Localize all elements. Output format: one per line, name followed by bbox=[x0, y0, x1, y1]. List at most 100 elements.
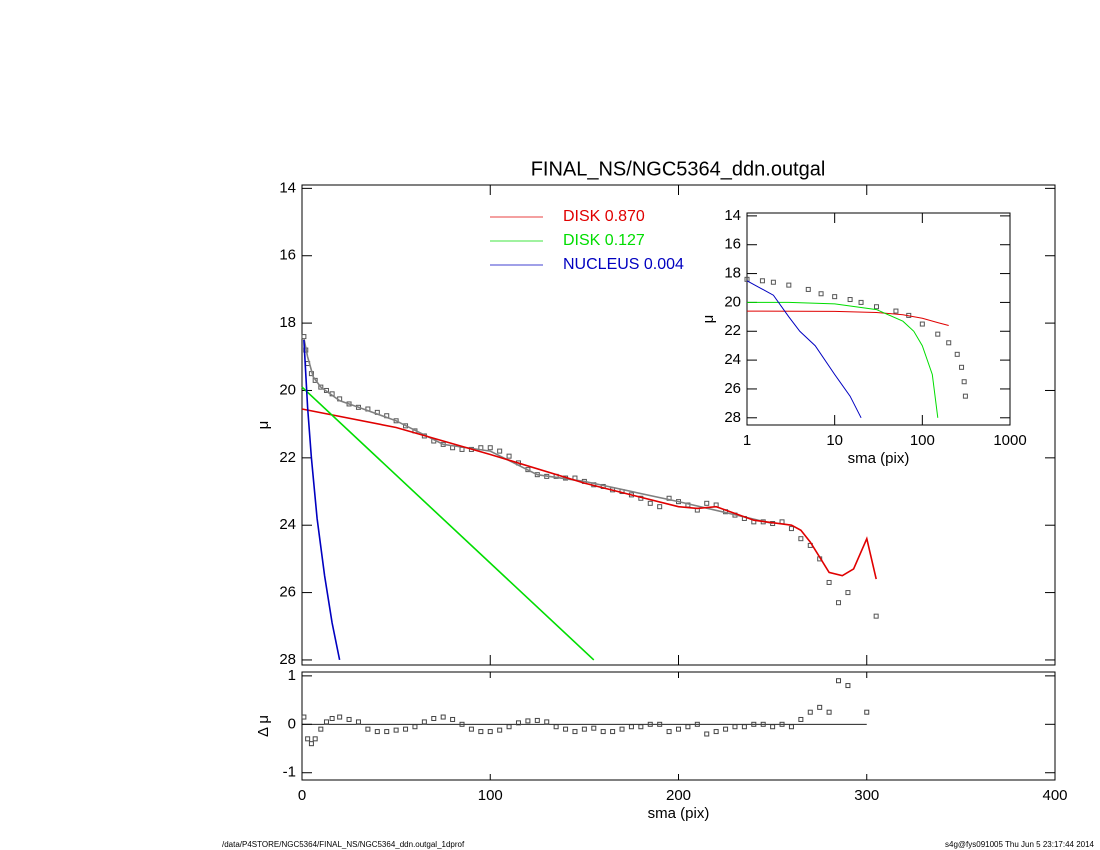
data-point bbox=[610, 729, 616, 735]
data-point bbox=[836, 600, 842, 606]
data-point bbox=[318, 384, 324, 390]
y-tick-label: 22 bbox=[724, 322, 741, 339]
y-tick-label: 22 bbox=[279, 449, 296, 466]
data-point bbox=[798, 716, 804, 722]
y-tick-label: 18 bbox=[279, 314, 296, 331]
y-tick-label: 0 bbox=[288, 715, 296, 732]
x-tick-label: 100 bbox=[478, 787, 503, 804]
data-point bbox=[647, 721, 653, 727]
data-point bbox=[858, 299, 864, 305]
data-point bbox=[305, 736, 311, 742]
x-axis-label: sma (pix) bbox=[648, 805, 710, 822]
data-point bbox=[374, 729, 380, 735]
data-point bbox=[832, 294, 838, 300]
y-tick-label: 20 bbox=[279, 381, 296, 398]
data-point bbox=[760, 721, 766, 727]
x-tick-label: 200 bbox=[666, 787, 691, 804]
model-line bbox=[746, 310, 949, 326]
footer-stamp: s4g@fys091005 Thu Jun 5 23:17:44 2014 bbox=[945, 840, 1095, 849]
plot-frame bbox=[746, 212, 1011, 426]
y-tick-label: 28 bbox=[724, 409, 741, 426]
y-tick-label: 26 bbox=[724, 380, 741, 397]
data-point bbox=[864, 709, 870, 715]
y-tick-label: 1 bbox=[288, 667, 296, 684]
data-point bbox=[384, 729, 390, 735]
model-line bbox=[301, 386, 595, 661]
data-point bbox=[355, 719, 361, 725]
data-point bbox=[412, 724, 418, 730]
data-point bbox=[657, 504, 663, 510]
data-point bbox=[544, 719, 550, 725]
data-point bbox=[826, 709, 832, 715]
data-point bbox=[600, 729, 606, 735]
data-point bbox=[581, 726, 587, 732]
data-point bbox=[751, 721, 757, 727]
data-point bbox=[786, 282, 792, 288]
data-point bbox=[788, 724, 794, 730]
data-point bbox=[817, 704, 823, 710]
data-point bbox=[323, 719, 329, 725]
data-point bbox=[807, 709, 813, 715]
data-point bbox=[704, 731, 710, 737]
data-point bbox=[553, 724, 559, 730]
y-tick-label: 14 bbox=[279, 179, 296, 196]
data-point bbox=[431, 715, 437, 721]
data-point bbox=[301, 714, 307, 720]
data-point bbox=[487, 729, 493, 735]
model-line bbox=[747, 301, 939, 418]
data-point bbox=[365, 726, 371, 732]
y-tick-label: 24 bbox=[724, 351, 741, 368]
x-tick-label: 10 bbox=[826, 432, 843, 449]
data-point bbox=[450, 716, 456, 722]
data-point bbox=[759, 278, 765, 284]
data-point bbox=[638, 724, 644, 730]
data-point bbox=[403, 726, 409, 732]
data-point bbox=[308, 741, 314, 747]
y-tick-label: -1 bbox=[283, 764, 296, 781]
data-point bbox=[506, 724, 512, 730]
chart-title: FINAL_NS/NGC5364_ddn.outgal bbox=[531, 158, 826, 180]
x-tick-label: 100 bbox=[910, 432, 935, 449]
data-point bbox=[798, 536, 804, 542]
data-point bbox=[704, 500, 710, 506]
y-axis-label: μ bbox=[700, 315, 717, 324]
data-point bbox=[779, 721, 785, 727]
data-point bbox=[961, 379, 967, 385]
data-point bbox=[845, 590, 851, 596]
data-point bbox=[954, 351, 960, 357]
data-point bbox=[962, 393, 968, 399]
data-point bbox=[591, 725, 597, 731]
data-point bbox=[534, 717, 540, 723]
data-point bbox=[732, 724, 738, 730]
y-tick-label: 16 bbox=[724, 236, 741, 253]
data-point bbox=[478, 729, 484, 735]
footer-path: /data/P4STORE/NGC5364/FINAL_NS/NGC5364_d… bbox=[222, 840, 465, 849]
data-point bbox=[845, 683, 851, 689]
model-line bbox=[301, 408, 877, 580]
data-point bbox=[893, 308, 899, 314]
x-tick-label: 1 bbox=[743, 432, 751, 449]
data-point bbox=[919, 321, 925, 327]
y-tick-label: 26 bbox=[279, 584, 296, 601]
data-point bbox=[506, 453, 512, 459]
data-point bbox=[685, 724, 691, 730]
data-point bbox=[723, 726, 729, 732]
model-line bbox=[746, 280, 862, 419]
data-point bbox=[525, 718, 531, 724]
data-point bbox=[393, 727, 399, 733]
data-point bbox=[873, 613, 879, 619]
data-point bbox=[873, 304, 879, 310]
data-point bbox=[694, 721, 700, 727]
data-point bbox=[847, 297, 853, 303]
data-point bbox=[657, 721, 663, 727]
legend-label: DISK 0.127 bbox=[563, 232, 645, 249]
legend-label: NUCLEUS 0.004 bbox=[563, 256, 684, 273]
y-tick-label: 28 bbox=[279, 651, 296, 668]
data-point bbox=[619, 726, 625, 732]
data-point bbox=[818, 291, 824, 297]
model-line bbox=[303, 339, 341, 661]
x-axis-label: sma (pix) bbox=[848, 450, 910, 467]
data-point bbox=[935, 331, 941, 337]
data-point bbox=[329, 715, 335, 721]
